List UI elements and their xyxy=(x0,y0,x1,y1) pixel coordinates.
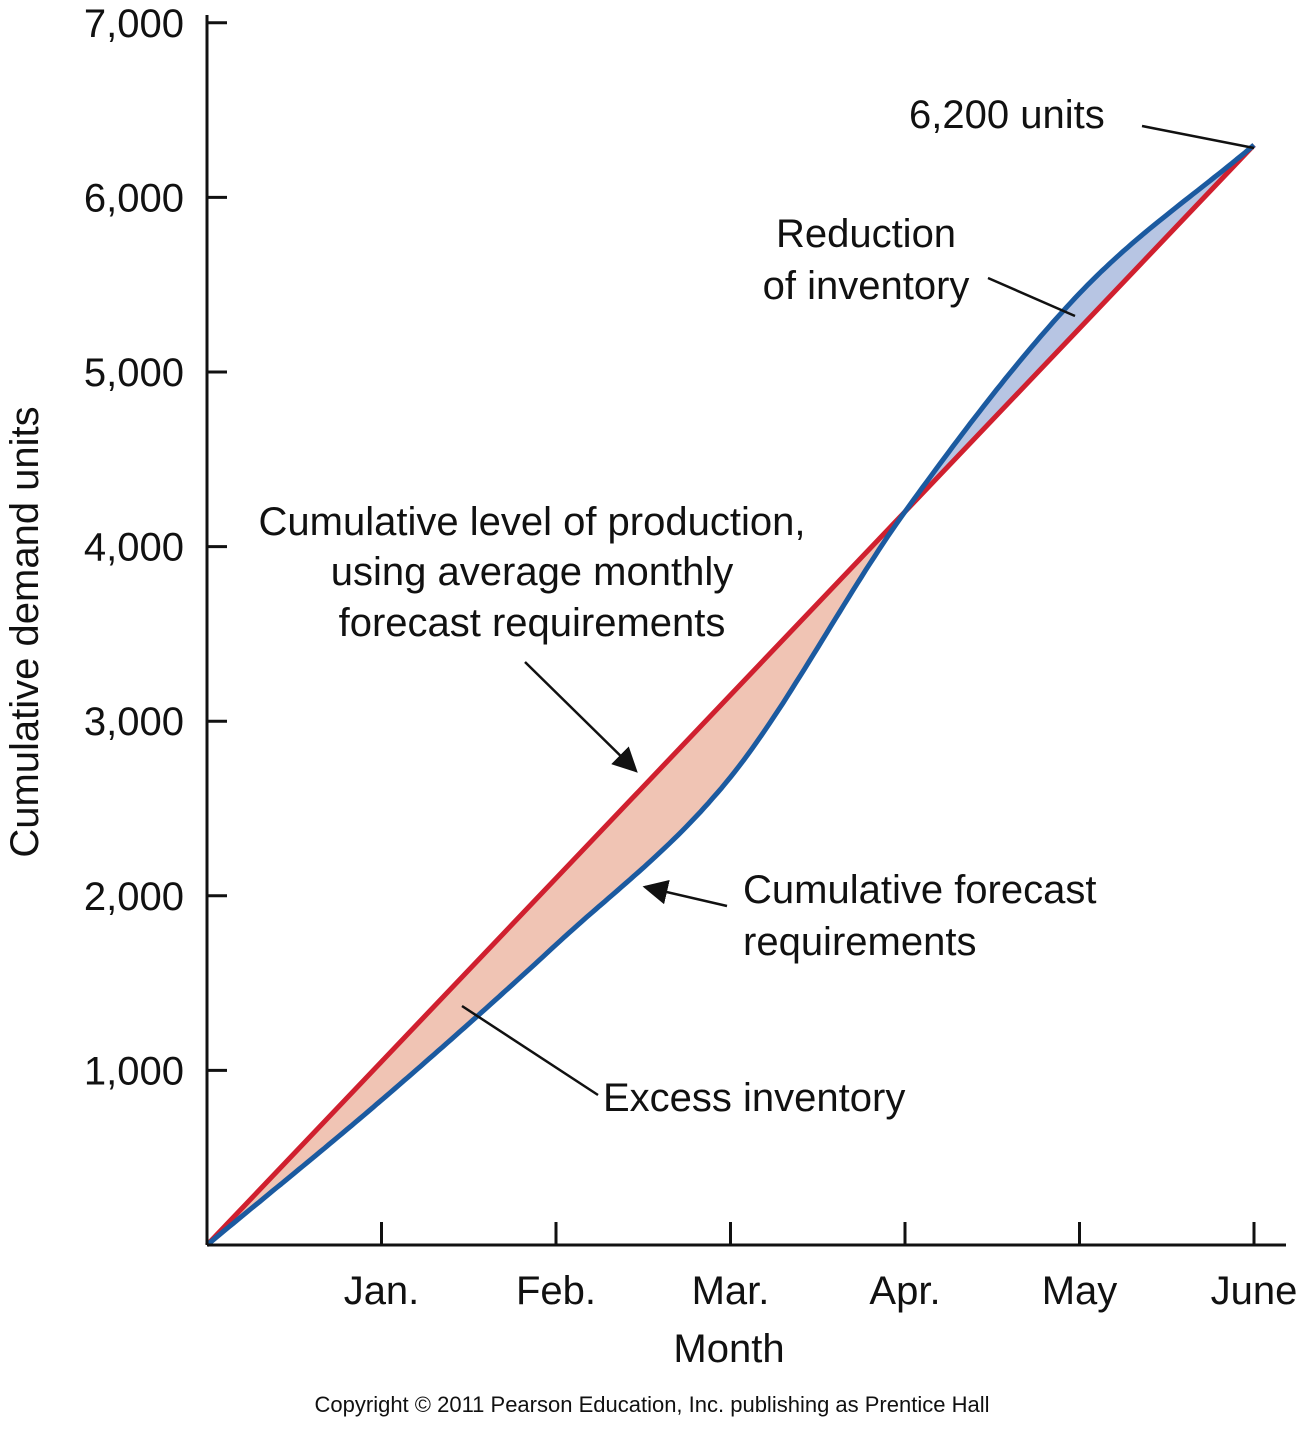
forecast-annotation-line-2: requirements xyxy=(743,920,976,964)
y-tick-label: 6,000 xyxy=(84,176,184,220)
copyright-notice: Copyright © 2011 Pearson Education, Inc.… xyxy=(315,1392,990,1417)
x-tick-label: May xyxy=(1042,1269,1118,1313)
y-ticks: 1,000 2,000 3,000 4,000 5,000 6,000 7,000 xyxy=(84,2,227,1093)
forecast-annotation-line-1: Cumulative forecast xyxy=(743,868,1096,912)
x-tick-label: Mar. xyxy=(692,1269,770,1313)
x-tick-label: Apr. xyxy=(869,1269,940,1313)
forecast-arrow xyxy=(642,879,728,908)
y-tick-label: 4,000 xyxy=(84,526,184,570)
production-annotation-line-2: using average monthly xyxy=(331,550,733,594)
x-tick-label: Jan. xyxy=(344,1269,420,1313)
y-axis-title: Cumulative demand units xyxy=(3,406,47,857)
x-tick-label: Feb. xyxy=(516,1269,596,1313)
reduction-annotation-line-2: of inventory xyxy=(763,264,970,308)
annotations: 6,200 units Reduction of inventory Cumul… xyxy=(259,93,1255,1120)
production-series-line xyxy=(205,143,1256,1247)
x-axis-title: Month xyxy=(673,1327,784,1371)
x-ticks: Jan. Feb. Mar. Apr. May June xyxy=(344,1222,1298,1313)
x-tick-label: June xyxy=(1211,1269,1298,1313)
production-arrow xyxy=(524,661,638,773)
excess-annotation: Excess inventory xyxy=(603,1076,905,1120)
axes xyxy=(205,15,1286,1247)
units-leader-line xyxy=(1141,124,1255,150)
series-lines xyxy=(205,143,1256,1247)
production-annotation-line-1: Cumulative level of production, xyxy=(259,500,806,544)
reduction-leader-line xyxy=(987,276,1076,318)
y-tick-label: 5,000 xyxy=(84,351,184,395)
forecast-series-line xyxy=(205,143,1256,1247)
y-tick-label: 3,000 xyxy=(84,700,184,744)
y-tick-label: 2,000 xyxy=(84,875,184,919)
units-annotation: 6,200 units xyxy=(909,93,1105,137)
production-annotation-line-3: forecast requirements xyxy=(339,601,726,645)
y-tick-label: 1,000 xyxy=(84,1049,184,1093)
y-tick-label: 7,000 xyxy=(84,2,184,46)
reduction-annotation-line-1: Reduction xyxy=(776,212,956,256)
excess-leader-line xyxy=(461,1004,599,1097)
